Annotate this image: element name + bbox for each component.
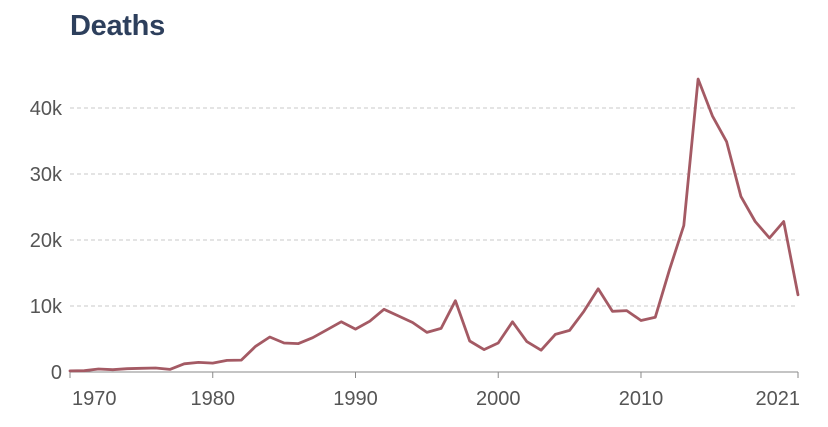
chart-title: Deaths [70,10,165,42]
x-tick-label: 2000 [476,388,521,410]
x-tick-label: 2010 [619,388,664,410]
y-tick-label: 30k [30,164,63,186]
y-tick-label: 20k [30,230,63,252]
series-layer [68,77,800,373]
y-axis-tick-labels: 0 10k 20k 30k 40k [30,98,63,384]
x-axis [69,371,799,378]
y-tick-label: 0 [51,362,62,384]
x-tick-label: 1980 [190,388,235,410]
gridlines [70,107,798,307]
y-tick-label: 40k [30,98,63,120]
x-tick-label: 1990 [333,388,378,410]
x-tick-label: 2021 [756,388,801,410]
x-tick-label: 1970 [72,388,117,410]
x-axis-tick-labels: 1970 1980 1990 2000 2010 2021 [72,388,800,410]
series-line-deaths [68,77,800,373]
y-tick-label: 10k [30,296,63,318]
